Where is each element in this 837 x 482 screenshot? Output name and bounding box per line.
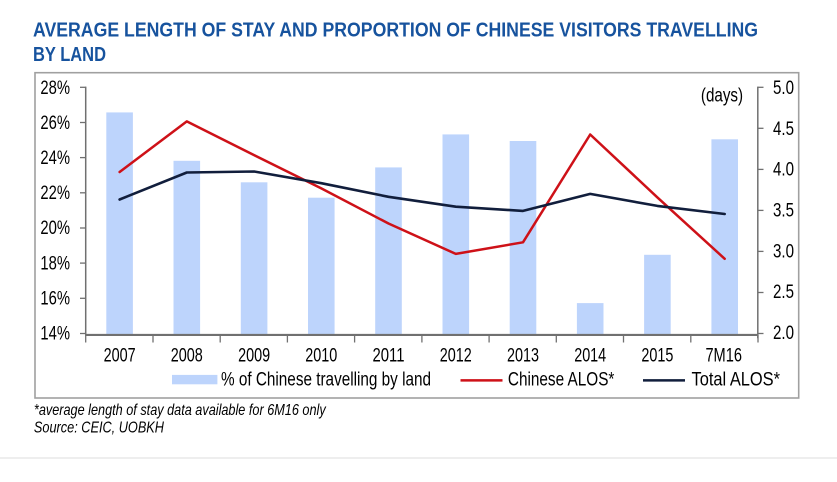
- svg-text:18%: 18%: [40, 253, 70, 274]
- svg-text:Chinese ALOS*: Chinese ALOS*: [508, 370, 615, 391]
- svg-text:*average length of stay data a: *average length of stay data available f…: [34, 402, 327, 419]
- svg-text:Total ALOS*: Total ALOS*: [692, 370, 781, 391]
- svg-text:24%: 24%: [40, 148, 70, 169]
- svg-text:4.0: 4.0: [773, 160, 794, 181]
- svg-text:2015: 2015: [641, 345, 673, 366]
- svg-text:20%: 20%: [40, 218, 70, 239]
- svg-text:14%: 14%: [40, 324, 70, 345]
- svg-text:2.0: 2.0: [773, 323, 794, 344]
- svg-text:16%: 16%: [40, 288, 70, 309]
- svg-text:2013: 2013: [507, 345, 539, 366]
- svg-text:7M16: 7M16: [705, 345, 742, 366]
- svg-text:4.5: 4.5: [773, 119, 794, 140]
- svg-text:AVERAGE LENGTH OF STAY AND PRO: AVERAGE LENGTH OF STAY AND PROPORTION OF…: [33, 20, 758, 42]
- svg-text:Source: CEIC, UOBKH: Source: CEIC, UOBKH: [34, 419, 164, 436]
- svg-text:5.0: 5.0: [773, 78, 794, 99]
- svg-text:3.5: 3.5: [773, 201, 794, 222]
- svg-text:22%: 22%: [40, 183, 70, 204]
- svg-text:(days): (days): [701, 86, 743, 107]
- svg-text:2010: 2010: [305, 345, 337, 366]
- svg-text:28%: 28%: [40, 78, 70, 99]
- svg-text:2007: 2007: [104, 345, 136, 366]
- svg-text:2008: 2008: [171, 345, 203, 366]
- svg-text:2012: 2012: [440, 345, 472, 366]
- svg-text:2011: 2011: [373, 345, 405, 366]
- svg-text:2.5: 2.5: [773, 282, 794, 303]
- svg-text:% of Chinese travelling by lan: % of Chinese travelling by land: [221, 370, 431, 391]
- svg-text:BY LAND: BY LAND: [33, 44, 106, 66]
- svg-text:2014: 2014: [574, 345, 606, 366]
- svg-text:3.0: 3.0: [773, 241, 794, 262]
- svg-text:26%: 26%: [40, 113, 70, 134]
- svg-text:2009: 2009: [238, 345, 270, 366]
